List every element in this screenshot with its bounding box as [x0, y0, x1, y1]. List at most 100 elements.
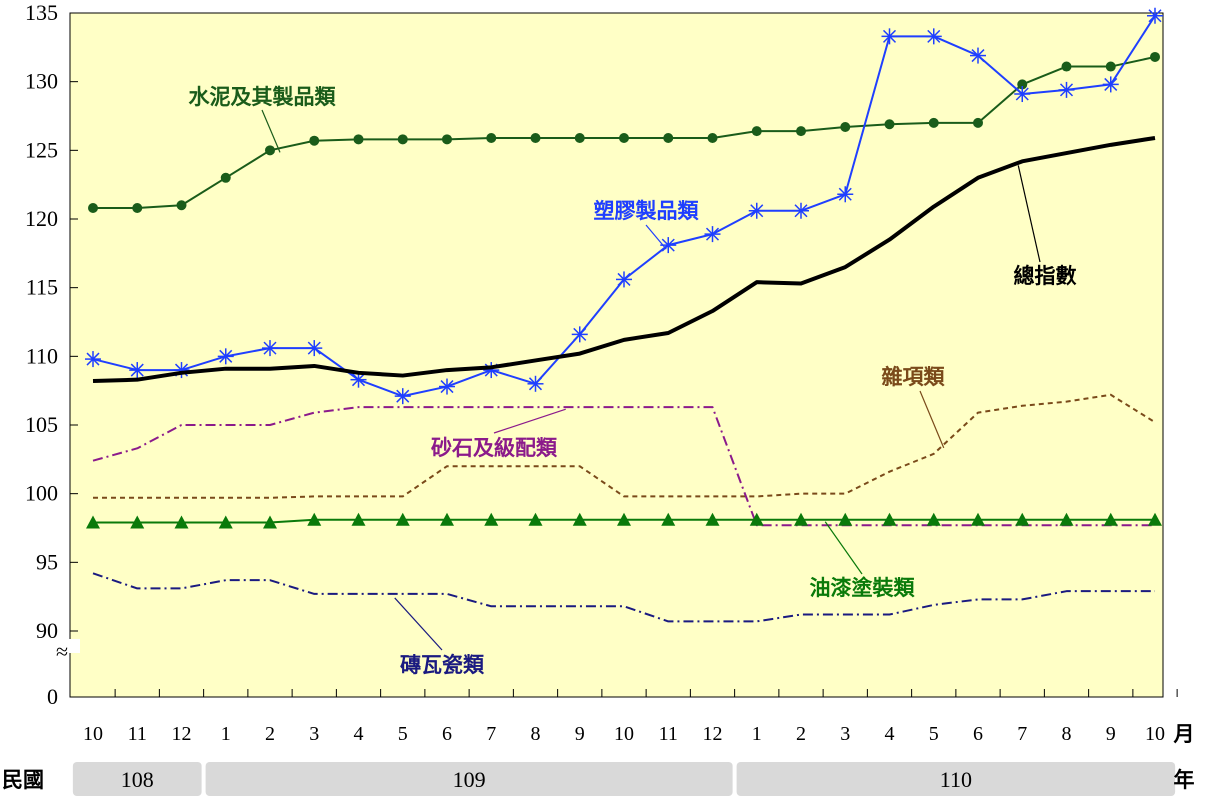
data-point	[751, 126, 762, 137]
asterisk-stroke	[130, 363, 144, 377]
data-point	[704, 226, 721, 243]
x-tick-label: 9	[575, 723, 585, 745]
data-point	[218, 515, 233, 529]
data-point	[793, 202, 809, 219]
asterisk-stroke	[219, 349, 233, 363]
x-tick-label: 5	[398, 723, 408, 745]
data-point	[307, 512, 322, 526]
data-point	[86, 515, 100, 529]
data-point	[176, 200, 187, 211]
data-point	[971, 512, 985, 526]
data-point	[1014, 86, 1031, 103]
x-tick-label: 3	[840, 723, 850, 745]
x-tick-label: 4	[354, 723, 364, 745]
data-point	[619, 132, 629, 143]
series-label-6: 磚瓦瓷類	[400, 652, 485, 677]
asterisk-stroke	[705, 227, 720, 241]
data-point	[748, 202, 765, 219]
asterisk-stroke	[750, 204, 764, 218]
x-tick-label: 10	[1145, 723, 1165, 745]
series-label-0: 水泥及其製品類	[189, 84, 337, 109]
series-label-1: 塑膠製品類	[594, 198, 700, 223]
axis-break-gap	[60, 639, 80, 653]
x-tick-label: 7	[1017, 723, 1027, 745]
x-tick-label: 4	[885, 723, 895, 745]
data-point	[129, 362, 146, 379]
year-label-108: 108	[121, 767, 154, 792]
year-box-109	[205, 762, 733, 796]
data-point	[528, 512, 543, 526]
asterisk-stroke	[1059, 83, 1074, 97]
x-tick-label: 5	[929, 723, 939, 745]
plot-area	[69, 12, 1164, 698]
data-point	[439, 378, 455, 395]
data-point	[265, 145, 275, 156]
y-tick-label-90: 90	[36, 618, 58, 643]
x-tick-label: 11	[128, 723, 147, 745]
data-point	[1059, 512, 1074, 526]
data-point	[884, 119, 895, 130]
asterisk-stroke	[794, 204, 808, 218]
data-point	[484, 512, 499, 526]
data-point	[881, 28, 898, 45]
x-tick-label: 1	[752, 723, 762, 745]
series-line-2	[92, 135, 1156, 384]
asterisk-stroke	[1104, 77, 1118, 91]
annotation-leader-0	[261, 109, 281, 153]
data-point	[397, 134, 408, 145]
y-tick-label-115: 115	[26, 275, 58, 300]
data-point	[486, 132, 497, 143]
y-tick-label-135: 135	[25, 0, 58, 25]
asterisk-stroke	[617, 272, 631, 286]
asterisk-stroke	[396, 389, 410, 403]
x-tick-label: 11	[659, 723, 678, 745]
data-point	[663, 132, 674, 143]
data-point	[796, 126, 806, 137]
x-tick-label: 10	[614, 723, 634, 745]
annotation-leader-4	[493, 408, 566, 434]
data-point	[1058, 81, 1075, 98]
data-point	[574, 132, 585, 143]
data-point	[882, 512, 897, 526]
data-point	[394, 388, 411, 405]
annotation-leader-5	[824, 521, 863, 575]
data-point	[85, 351, 101, 368]
asterisk-stroke	[1015, 87, 1029, 101]
annotation-leader-1	[645, 224, 667, 250]
data-point	[306, 340, 323, 357]
series-line-4	[92, 406, 1155, 527]
asterisk-stroke	[440, 380, 454, 394]
data-point	[970, 47, 986, 64]
month-unit-label: 月	[1173, 721, 1195, 746]
data-point	[527, 375, 544, 392]
data-point	[309, 135, 320, 146]
y-tick-label-110: 110	[26, 343, 58, 368]
asterisk-stroke	[573, 327, 587, 341]
x-tick-label: 2	[796, 723, 806, 745]
asterisk-stroke	[838, 187, 852, 201]
data-point	[840, 121, 851, 132]
data-point	[1102, 76, 1119, 93]
era-label: 民國	[2, 767, 44, 792]
data-point	[395, 512, 410, 526]
annotation-leader-6	[394, 597, 443, 651]
x-tick-label: 6	[973, 723, 983, 745]
x-tick-label: 12	[703, 723, 723, 745]
y-tick-label-120: 120	[25, 206, 58, 231]
data-point	[1017, 79, 1028, 90]
year-label-110: 110	[940, 767, 972, 792]
x-tick-label: 1	[221, 723, 231, 745]
data-point	[925, 28, 942, 45]
x-tick-label: 9	[1106, 723, 1116, 745]
data-point	[353, 134, 364, 145]
x-tick-label: 7	[486, 723, 496, 745]
year-unit-label: 年	[1174, 767, 1195, 792]
asterisk-stroke	[528, 377, 543, 391]
asterisk-stroke	[1148, 9, 1162, 23]
asterisk-stroke	[971, 49, 985, 63]
data-point	[705, 512, 720, 526]
data-point	[837, 186, 854, 203]
y-tick-label-125: 125	[25, 137, 58, 162]
x-tick-label: 8	[1062, 723, 1072, 745]
